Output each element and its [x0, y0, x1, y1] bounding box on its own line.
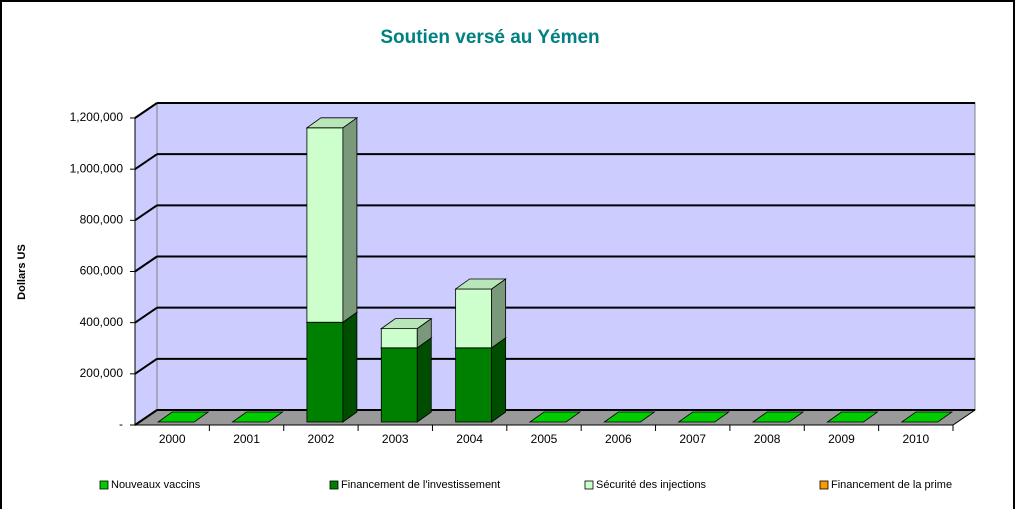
grid-line: [134, 204, 158, 222]
y-tick-label: 800,000: [80, 213, 124, 227]
x-axis: [952, 409, 976, 426]
chart-title: Soutien versé au Yémen: [380, 27, 599, 48]
grid-line: [134, 102, 158, 119]
legend-swatch: [819, 480, 829, 490]
bar-top: [677, 411, 730, 423]
x-tick-label: 2006: [605, 432, 632, 446]
grid-line: [134, 358, 158, 375]
bar-side: [416, 337, 432, 423]
grid-line: [134, 255, 158, 273]
y-tick-label: -: [119, 417, 123, 431]
y-tick-label: 400,000: [80, 315, 124, 329]
y-tick-label: 1,200,000: [70, 110, 124, 124]
x-tick-label: 2005: [531, 432, 558, 446]
bar: [306, 127, 344, 323]
bar-top: [454, 278, 507, 290]
bar-side: [491, 337, 507, 423]
bar: [306, 321, 344, 423]
x-tick-label: 2002: [308, 432, 335, 446]
bar-top: [826, 411, 879, 423]
x-tick-label: 2008: [754, 432, 781, 446]
grid-line: [134, 409, 158, 426]
y-axis-label: Dollars US: [16, 244, 28, 300]
x-tick-label: 2010: [902, 432, 929, 446]
legend-swatch: [99, 480, 109, 490]
legend-swatch: [584, 480, 594, 490]
legend-label: Financement de l'investissement: [341, 479, 500, 491]
legend-label: Sécurité des injections: [596, 479, 707, 491]
bar: [380, 328, 418, 349]
bar: [380, 347, 418, 423]
legend-label: Financement de la prime: [831, 479, 952, 491]
y-tick-label: 1,000,000: [70, 161, 124, 175]
bar-top: [603, 411, 656, 423]
bar-top: [231, 411, 284, 423]
x-tick-label: 2003: [382, 432, 409, 446]
grid-line: [134, 306, 158, 324]
bar-top: [528, 411, 582, 423]
bar-top: [900, 411, 954, 423]
bar-top: [380, 318, 433, 330]
bar: [455, 288, 493, 349]
legend-label: Nouveaux vaccins: [111, 479, 201, 491]
bar-side: [342, 311, 358, 423]
bar-top: [751, 411, 805, 423]
bar-top: [305, 117, 359, 129]
x-tick-label: 2000: [159, 432, 186, 446]
x-tick-label: 2007: [679, 432, 706, 446]
y-tick-label: 200,000: [80, 366, 124, 380]
x-tick-label: 2009: [828, 432, 855, 446]
bar-side: [491, 278, 507, 349]
y-tick-label: 600,000: [80, 264, 124, 278]
x-tick-label: 2004: [456, 432, 483, 446]
bar-side: [342, 117, 358, 324]
bar-top: [156, 411, 210, 423]
bar: [455, 347, 493, 423]
legend-swatch: [329, 480, 339, 490]
grid-line: [134, 153, 158, 170]
x-tick-label: 2001: [233, 432, 260, 446]
